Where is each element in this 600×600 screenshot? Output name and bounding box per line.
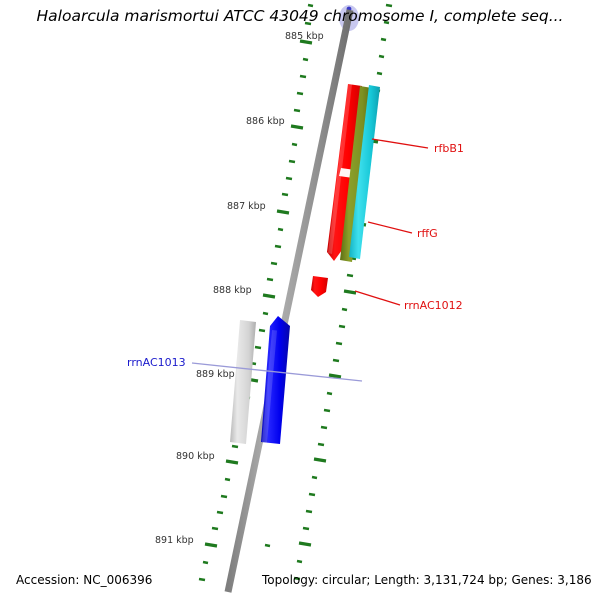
ruler-tick-minor-right xyxy=(323,408,331,413)
leader-line-rffG xyxy=(367,221,413,234)
ruler-tick-minor-right xyxy=(308,492,316,497)
ruler-tick-major xyxy=(204,542,218,548)
ruler-tick-minor xyxy=(274,244,282,249)
ruler-tick-minor xyxy=(270,261,278,266)
feature-bar-gray[interactable] xyxy=(230,320,256,444)
feature-gray-track[interactable] xyxy=(230,320,256,444)
ruler-tick-major xyxy=(225,459,239,465)
accession-label: Accession: NC_006396 xyxy=(16,573,152,587)
ruler-tick-minor xyxy=(299,74,307,79)
ruler-tick-major xyxy=(299,39,313,45)
chromosome-backbone[interactable] xyxy=(224,5,359,593)
ruler-tick-minor-right xyxy=(317,442,325,447)
ruler-tick-minor-right xyxy=(346,273,354,278)
ruler-tick-minor-right xyxy=(385,3,393,8)
ruler-tick-minor xyxy=(211,526,219,531)
ruler-tick-minor-right xyxy=(305,509,313,514)
leader-line-rrnAC1013 xyxy=(191,362,363,382)
feature-label-rrnAC1013[interactable]: rrnAC1013 xyxy=(127,356,186,369)
ruler-tick-minor xyxy=(293,108,301,113)
ruler-tick-major-right xyxy=(328,373,342,379)
feature-highlight-rrnAC1013 xyxy=(262,330,277,443)
ruler-tick-minor xyxy=(304,21,312,26)
ruler-tick-minor-right xyxy=(378,54,385,59)
ruler-tick-major xyxy=(290,124,304,130)
ruler-tick-minor xyxy=(202,560,209,565)
ruler-label-887: 887 kbp xyxy=(227,201,266,212)
label-leader-lines xyxy=(191,138,429,382)
ruler-tick-minor xyxy=(198,577,206,582)
ruler-tick-minor xyxy=(231,444,239,449)
ruler-tick-major-right xyxy=(313,457,327,463)
ruler-tick-minor-right xyxy=(311,475,318,480)
ruler-tick-minor xyxy=(262,311,269,316)
ruler-tick-minor xyxy=(220,494,228,499)
feature-bar-rrnAC1012[interactable] xyxy=(311,276,328,297)
ruler-tick-minor-right xyxy=(293,576,301,581)
feature-cyan-track[interactable] xyxy=(349,85,380,259)
ruler-label-889: 889 kbp xyxy=(196,369,235,380)
ruler-tick-minor xyxy=(302,57,309,62)
ruler-tick-minor-right xyxy=(296,559,303,564)
ruler-label-885: 885 kbp xyxy=(285,31,324,42)
ruler-tick-major-right xyxy=(343,289,357,295)
ruler-tick-minor xyxy=(296,91,304,96)
ruler-tick-minor-right xyxy=(302,526,310,531)
ruler-tick-minor xyxy=(277,227,284,232)
ruler-tick-minor xyxy=(216,510,224,515)
ruler-tick-minor-right xyxy=(380,37,387,42)
ruler-tick-minor-right xyxy=(341,307,348,312)
ruler-tick-minor xyxy=(307,3,314,8)
feature-rrnAC1012[interactable] xyxy=(311,276,328,297)
ruler-tick-minor xyxy=(224,477,231,482)
ruler-tick-minor xyxy=(254,345,262,350)
feature-label-rrnAC1012[interactable]: rrnAC1012 xyxy=(404,299,463,312)
sequence-summary-label: Topology: circular; Length: 3,131,724 bp… xyxy=(261,573,592,587)
ruler-tick-minor xyxy=(258,328,266,333)
feature-bar-rrnAC1013[interactable] xyxy=(261,316,290,444)
feature-label-rfbB1[interactable]: rfbB1 xyxy=(434,142,464,155)
leader-line-rfbB1 xyxy=(371,138,429,149)
ruler-tick-minor-right xyxy=(264,543,271,548)
ruler-label-886: 886 kbp xyxy=(246,116,285,127)
feature-rrnAC1013[interactable] xyxy=(261,316,290,444)
feature-highlight-rfbB1 xyxy=(328,84,352,254)
ruler-label-888: 888 kbp xyxy=(213,285,252,296)
ruler-label-890: 890 kbp xyxy=(176,451,215,462)
page-title: Haloarcula marismortui ATCC 43049 chromo… xyxy=(37,7,564,25)
leader-line-rrnAC1012 xyxy=(354,290,401,306)
ruler-tick-minor-right xyxy=(338,324,346,329)
ruler-tick-minor xyxy=(266,277,274,282)
ruler-tick-minor-right xyxy=(332,358,340,363)
ruler-label-891: 891 kbp xyxy=(155,535,194,546)
ruler-tick-minor-right xyxy=(326,391,333,396)
ruler-tick-major xyxy=(276,209,290,215)
ruler-tick-minor xyxy=(281,192,289,197)
ruler-tick-minor xyxy=(291,142,298,147)
ruler-tick-major-right xyxy=(298,541,312,547)
ruler-tick-minor-right xyxy=(335,341,343,346)
ruler-tick-minor-right xyxy=(320,425,328,430)
ruler-tick-minor xyxy=(285,176,293,181)
ruler-tick-minor-right xyxy=(383,20,390,25)
ruler-tick-minor xyxy=(288,159,296,164)
feature-label-rffG[interactable]: rffG xyxy=(417,227,438,240)
ruler-tick-major xyxy=(262,293,276,299)
ruler-tick-minor-right xyxy=(376,71,383,76)
backbone-line xyxy=(224,9,354,593)
feature-bar-cyan[interactable] xyxy=(349,85,380,259)
